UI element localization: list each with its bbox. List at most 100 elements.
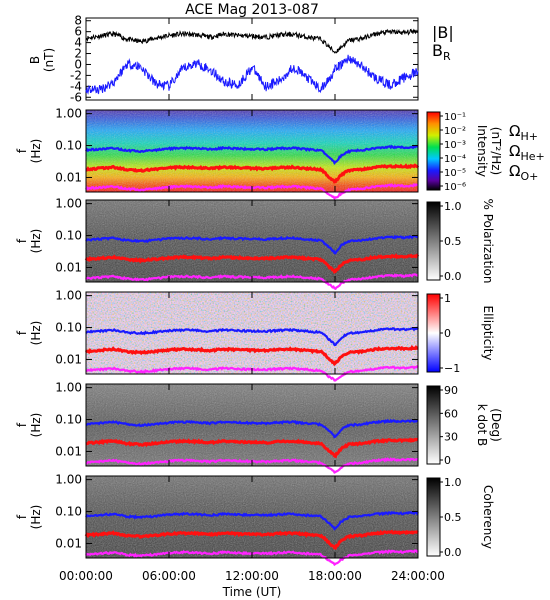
f-tick-label: 1.00 <box>55 381 82 395</box>
field-plot-frame <box>85 17 419 101</box>
f-axis-units: (Hz) <box>29 505 43 530</box>
time-tick-label: 00:00:00 <box>59 569 113 583</box>
colorbar-tick-label: 0.5 <box>444 235 462 248</box>
colorbar-label: (nT²/Hz) <box>489 127 503 175</box>
colorbar-tick-label: 10⁻⁴ <box>444 154 466 165</box>
legend-h-plus: ΩH+ <box>509 122 538 143</box>
ellipticity-colorbar <box>426 293 441 373</box>
colorbar-tick-label: 1.0 <box>444 476 462 489</box>
field-tick-label: -2 <box>70 68 82 82</box>
colorbar-tick-label: 90 <box>444 384 458 397</box>
colorbar-label: Ellipticity <box>481 306 495 361</box>
polarization-panel: 1.00 0.10 0.01 f (Hz) 1.0 0.5 0.0 % Polarization <box>15 197 495 291</box>
f-tick-label: 0.10 <box>55 413 82 427</box>
time-tick-label: 06:00:00 <box>142 569 196 583</box>
gyro-line-he-plus <box>84 529 419 550</box>
f-tick-label: 1.00 <box>55 107 82 121</box>
f-axis-units: (Hz) <box>29 321 43 346</box>
field-tick-label: -4 <box>70 79 82 93</box>
time-axis: 00:00:00 06:00:00 12:00:00 18:00:00 24:00:00 <box>59 18 445 583</box>
f-axis-label: f <box>15 238 29 243</box>
f-tick-label: 0.10 <box>55 229 82 243</box>
b-magnitude-series <box>85 28 419 54</box>
f-tick-label: 0.10 <box>55 505 82 519</box>
f-tick-label: 1.00 <box>55 197 82 211</box>
colorbar-tick-label: 0.0 <box>444 546 462 559</box>
colorbar-tick-label: 0 <box>444 454 451 467</box>
f-tick-label: 0.01 <box>55 444 82 458</box>
colorbar-label: k dot B <box>475 404 489 446</box>
f-axis-label: f <box>15 422 29 427</box>
f-axis-label: f <box>15 148 29 153</box>
intensity-colorbar <box>426 111 441 191</box>
coherency-colorbar <box>426 477 441 557</box>
f-axis-units: (Hz) <box>29 139 43 164</box>
legend-he-plus: ΩHe+ <box>509 142 545 163</box>
f-axis-units: (Hz) <box>29 229 43 254</box>
f-tick-label: 0.01 <box>55 536 82 550</box>
colorbar-label: Coherency <box>481 485 495 549</box>
colorbar-tick-label: −1 <box>444 362 460 375</box>
field-series-group <box>85 28 419 95</box>
legend-b-radial: BR <box>432 41 451 63</box>
f-tick-label: 1.00 <box>55 289 82 303</box>
b-radial-series <box>85 54 419 95</box>
f-tick-label: 0.01 <box>55 260 82 274</box>
colorbar-tick-label: 10⁻² <box>444 126 466 137</box>
gyro-line-h-plus <box>85 234 419 255</box>
f-tick-label: 0.10 <box>55 139 82 153</box>
f-tick-label: 1.00 <box>55 473 82 487</box>
colorbar-tick-label: 0.5 <box>444 511 462 524</box>
legend-o-plus: ΩO+ <box>509 162 538 183</box>
gyro-line-he-plus <box>85 163 420 184</box>
f-axis-label: f <box>15 514 29 519</box>
gyro-line-h-plus <box>85 510 419 531</box>
gyro-line-h-plus <box>85 326 419 347</box>
coherency-panel: 1.00 0.10 0.01 f (Hz) 1.0 0.5 0.0 Coherency <box>15 473 495 567</box>
colorbar-tick-label: 0.0 <box>444 270 462 283</box>
f-tick-label: 0.01 <box>55 170 82 184</box>
gyrofrequency-legend: ΩH+ ΩHe+ ΩO+ <box>509 122 545 183</box>
legend-b-magnitude: |B| <box>432 23 454 42</box>
gyro-line-h-plus <box>85 418 419 439</box>
gyro-line-h-plus <box>85 144 419 165</box>
field-tick-label: -6 <box>70 90 82 104</box>
time-tick-label: 18:00:00 <box>308 569 362 583</box>
colorbar-tick-label: 0 <box>444 327 451 340</box>
f-axis-label: f <box>15 330 29 335</box>
colorbar-tick-label: 1 <box>444 292 451 305</box>
time-tick-label: 12:00:00 <box>225 569 279 583</box>
gyro-line-he-plus <box>84 253 420 274</box>
f-tick-label: 0.10 <box>55 321 82 335</box>
colorbar-tick-label: 30 <box>444 431 458 444</box>
field-tick-label: 2 <box>74 47 82 61</box>
f-tick-label: 0.01 <box>55 352 82 366</box>
kdotb-colorbar <box>426 385 441 465</box>
field-axis-label: B <box>28 56 42 64</box>
colorbar-tick-label: 1.0 <box>444 200 462 213</box>
field-axis-units: (nT) <box>42 48 56 72</box>
figure-title: ACE Mag 2013-087 <box>185 2 319 18</box>
f-axis-units: (Hz) <box>29 413 43 438</box>
field-tick-label: 4 <box>74 36 82 50</box>
colorbar-label: % Polarization <box>481 199 495 284</box>
polarization-colorbar <box>426 201 441 281</box>
kdotb-panel: 1.00 0.10 0.01 f (Hz) 90 60 30 0 k dot B (Deg) <box>15 381 503 474</box>
colorbar-tick-label: 10⁻³ <box>444 140 466 151</box>
field-tick-label: 8 <box>74 14 82 28</box>
time-tick-label: 24:00:00 <box>391 569 445 583</box>
x-axis-title: Time (UT) <box>222 585 282 599</box>
colorbar-label: (Deg) <box>489 408 503 442</box>
field-tick-label: 6 <box>74 25 82 39</box>
spectral-panels: 1.000.100.01f (Hz)10⁻¹10⁻²10⁻³10⁻⁴10⁻⁵10⁻… <box>15 107 503 567</box>
gyro-line-he-plus <box>84 344 419 367</box>
colorbar-tick-label: 10⁻⁶ <box>444 182 466 193</box>
ellipticity-panel: 1.00 0.10 0.01 f (Hz) 1 0 −1 Ellipticity <box>15 289 495 382</box>
intensity-panel: 1.00 0.10 0.01 f (Hz) 10⁻¹ 10⁻² 10⁻³ 10⁻⁴ 10⁻⁵ 10⁻… <box>15 107 503 201</box>
colorbar-tick-label: 10⁻⁵ <box>444 168 466 179</box>
gyro-line-he-plus <box>85 437 419 459</box>
colorbar-label: Intensity <box>475 125 489 177</box>
